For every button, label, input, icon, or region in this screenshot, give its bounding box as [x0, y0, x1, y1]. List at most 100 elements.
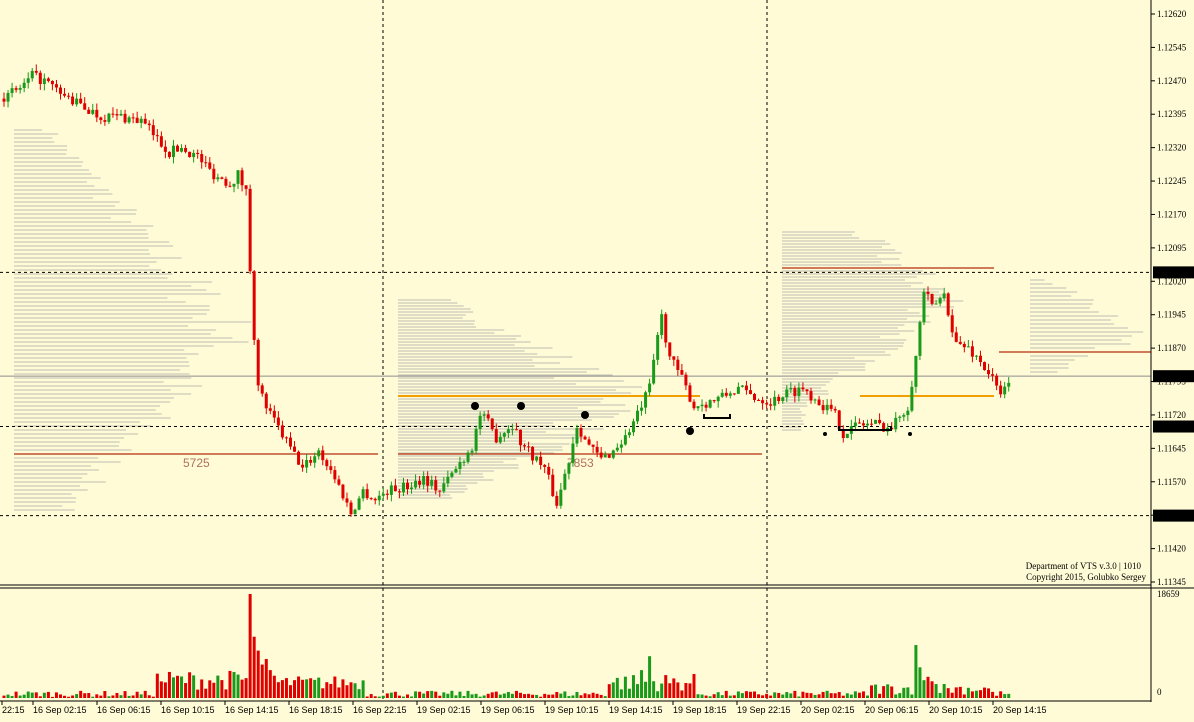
candle-body [736, 386, 740, 394]
candle-body [244, 185, 248, 189]
candle-body [6, 93, 10, 102]
candle-body [216, 177, 220, 180]
candle-body [188, 151, 192, 158]
candle-body [131, 117, 135, 119]
signal-dot [823, 432, 827, 436]
candle-body [163, 146, 167, 152]
candle-body [906, 410, 910, 416]
candle-body [732, 393, 736, 395]
candle-body [208, 162, 212, 169]
candle-body [50, 80, 54, 85]
candle-body [874, 419, 878, 424]
price-tick-label: 1.12020 [1157, 276, 1187, 286]
candle-body [353, 509, 357, 515]
price-level-badge [1153, 370, 1194, 383]
candle-body [159, 136, 163, 147]
candle-body [603, 454, 607, 458]
candle-body [857, 422, 861, 424]
candle-body [523, 445, 527, 447]
candle-body [878, 419, 882, 424]
candle-body [333, 470, 337, 480]
candle-body [845, 433, 849, 438]
candle-body [401, 482, 405, 493]
candle-body [474, 429, 478, 451]
candle-body [67, 95, 71, 97]
candle-body [236, 170, 240, 184]
candle-body [196, 152, 200, 155]
candle-body [240, 170, 244, 186]
volume-zero-label: 0 [1157, 687, 1162, 697]
candle-body [518, 429, 522, 446]
candle-body [740, 385, 744, 387]
candle-body [793, 388, 797, 396]
candle-body [995, 375, 999, 386]
candle-body [631, 421, 635, 433]
candle-body [813, 399, 817, 401]
candle-body [615, 447, 619, 451]
candle-body [494, 429, 498, 443]
candle-body [284, 437, 288, 439]
candle-body [902, 415, 906, 417]
volume-layer [2, 594, 1011, 698]
candle-body [365, 489, 369, 499]
price-tick-label: 1.11720 [1157, 410, 1186, 420]
candle-body [345, 498, 349, 503]
candles-layer [2, 64, 1011, 517]
range-bracket [838, 426, 892, 431]
candle-body [10, 88, 14, 94]
price-tick-label: 1.12395 [1157, 109, 1187, 119]
candle-body [143, 118, 147, 124]
candle-body [385, 493, 389, 495]
candle-body [119, 113, 123, 116]
candle-body [442, 483, 446, 492]
candle-body [297, 451, 301, 465]
candle-body [14, 88, 18, 90]
candle-body [664, 314, 668, 343]
candle-body [63, 93, 67, 96]
candle-body [293, 446, 297, 452]
candle-body [781, 397, 785, 402]
candle-body [619, 444, 623, 448]
candle-body [644, 392, 648, 408]
candle-body [567, 463, 571, 474]
price-tick-label: 1.12470 [1157, 76, 1187, 86]
candle-body [458, 462, 462, 469]
candle-body [930, 293, 934, 304]
signal-dot [686, 427, 694, 435]
candle-body [672, 356, 676, 360]
candle-body [652, 359, 656, 384]
price-tick-label: 1.11795 [1157, 377, 1186, 387]
candle-body [635, 410, 639, 422]
candle-body [79, 98, 83, 104]
candle-body [454, 468, 458, 473]
candle-body [462, 461, 466, 463]
candle-body [910, 386, 914, 411]
candle-body [260, 385, 264, 394]
candle-body [712, 400, 716, 402]
candle-body [700, 404, 704, 407]
candle-body [535, 456, 539, 461]
price-tick-label: 1.11420 [1157, 544, 1186, 554]
candle-body [212, 168, 216, 180]
candle-body [71, 96, 75, 105]
candle-body [83, 103, 87, 110]
candle-body [527, 446, 531, 448]
price-tick-label: 1.12245 [1157, 176, 1187, 186]
signal-dot [908, 432, 912, 436]
candle-body [708, 400, 712, 408]
candle-body [397, 491, 401, 493]
candle-body [918, 322, 922, 356]
time-tick-label: 20 Sep 02:15 [801, 705, 855, 715]
candle-body [640, 407, 644, 411]
candle-body [865, 423, 869, 426]
candle-body [882, 423, 886, 432]
candle-body [555, 495, 559, 506]
candle-body [821, 405, 825, 411]
candle-body [688, 385, 692, 402]
time-tick-label: 20 Sep 10:15 [929, 705, 983, 715]
candle-body [724, 392, 728, 396]
price-level-label: 1.11807 [1156, 371, 1185, 381]
candle-body [272, 410, 276, 418]
price-tick-label: 1.12095 [1157, 243, 1187, 253]
signal-dot [517, 402, 525, 410]
